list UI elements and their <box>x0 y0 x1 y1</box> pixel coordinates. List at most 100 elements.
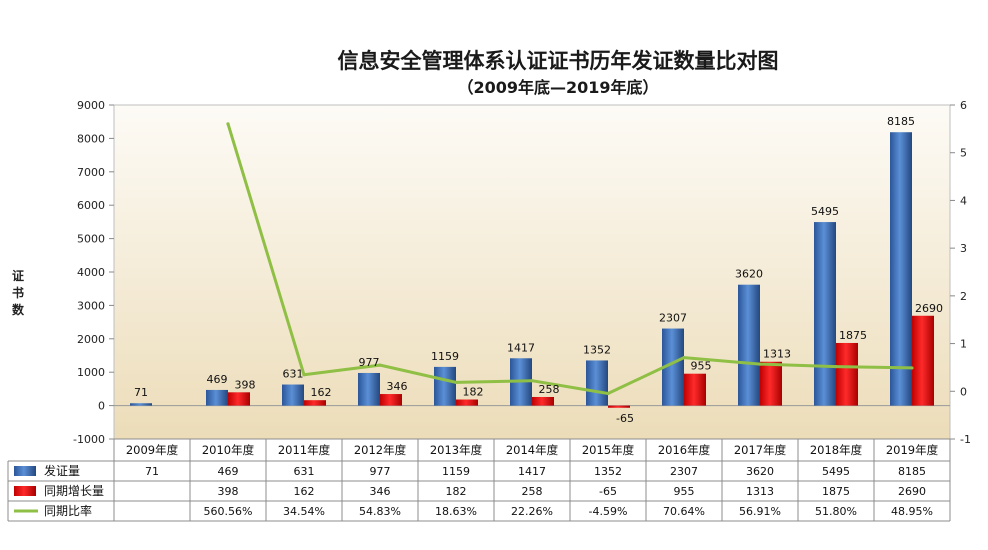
point-ratio-3 <box>378 363 382 367</box>
y-tick-label: -1000 <box>73 433 105 446</box>
data-label-issued-0: 71 <box>134 386 148 399</box>
bar-issued-6 <box>586 360 608 406</box>
y-axis-label: 证书数 <box>12 269 25 317</box>
data-label-issued-10: 8185 <box>887 115 915 128</box>
y2-tick-label: 6 <box>960 99 967 112</box>
legend-label-2: 同期比率 <box>44 503 92 518</box>
bar-issued-10 <box>890 132 912 406</box>
y-axis-label-char: 证 <box>12 269 24 283</box>
bar-issued-0 <box>130 403 152 406</box>
table-cell-2-5: 22.26% <box>511 505 553 518</box>
y2-tick-label: 4 <box>960 194 967 207</box>
y-tick-label: 8000 <box>77 132 105 145</box>
legend-key-1 <box>14 486 36 496</box>
bar-growth-4 <box>456 399 478 406</box>
data-label-issued-1: 469 <box>207 373 228 386</box>
table-cell-0-9: 5495 <box>822 465 850 478</box>
table-cell-0-2: 631 <box>294 465 315 478</box>
table-cell-2-10: 48.95% <box>891 505 933 518</box>
bar-growth-5 <box>532 396 554 406</box>
table-cell-1-7: 955 <box>674 485 695 498</box>
point-ratio-1 <box>226 122 230 126</box>
y-axis: 9000 8000 7000 6000 5000 4000 3000 2000 1000 0 -10… <box>73 99 950 446</box>
point-ratio-5 <box>530 379 534 383</box>
x-tick-label: 2013年度 <box>430 443 483 457</box>
x-tick-label: 2015年度 <box>582 443 635 457</box>
y-tick-label: 6000 <box>77 199 105 212</box>
table-cell-0-8: 3620 <box>746 465 774 478</box>
table-cell-0-10: 8185 <box>898 465 926 478</box>
bar-growth-3 <box>380 394 402 406</box>
bar-issued-8 <box>738 284 760 406</box>
bar-issued-7 <box>662 328 684 406</box>
point-ratio-6 <box>606 391 610 396</box>
y-tick-label: 9000 <box>77 99 105 112</box>
legend-key-0 <box>14 466 36 476</box>
bar-growth-1 <box>228 392 250 406</box>
data-label-growth-8: 1313 <box>763 348 791 361</box>
x-tick-label: 2014年度 <box>506 443 559 457</box>
y-tick-label: 0 <box>98 400 105 413</box>
x-tick-label: 2017年度 <box>734 443 787 457</box>
table-cell-0-1: 469 <box>218 465 239 478</box>
data-label-growth-5: 258 <box>539 383 560 396</box>
data-label-group: 71 469 398 631 162 977 346 1159 182 1417 258 1352 -6… <box>134 115 943 425</box>
table-cell-1-6: -65 <box>599 485 617 498</box>
y2-axis: 6 5 4 3 2 1 0 -1 <box>950 99 971 446</box>
y-tick-label: 3000 <box>77 299 105 312</box>
table-cell-2-4: 18.63% <box>435 505 477 518</box>
x-tick-label: 2009年度 <box>126 443 179 457</box>
table-cell-2-7: 70.64% <box>663 505 705 518</box>
legend-label-0: 发证量 <box>44 463 80 478</box>
data-label-issued-2: 631 <box>283 368 304 381</box>
y-tick-label: 7000 <box>77 166 105 179</box>
chart-title: 信息安全管理体系认证证书历年发证数量比对图 <box>338 49 779 73</box>
data-label-issued-8: 3620 <box>735 268 763 281</box>
data-label-growth-6: -65 <box>616 412 634 425</box>
table-cell-1-5: 258 <box>522 485 543 498</box>
y-tick-label: 2000 <box>77 333 105 346</box>
line-ratio <box>226 123 913 395</box>
data-label-issued-4: 1159 <box>431 350 459 363</box>
data-label-growth-4: 182 <box>463 386 484 399</box>
chart-subtitle: （2009年底—2019年底） <box>457 78 658 97</box>
y-tick-label: 4000 <box>77 266 105 279</box>
bar-issued-9 <box>814 222 836 406</box>
y2-tick-label: 0 <box>960 385 967 398</box>
y-tick-label: 1000 <box>77 366 105 379</box>
table-cell-2-9: 51.80% <box>815 505 857 518</box>
point-ratio-10 <box>910 366 914 370</box>
data-label-issued-3: 977 <box>359 356 380 369</box>
bar-growth-9 <box>836 342 858 406</box>
y2-tick-label: -1 <box>960 433 971 446</box>
bar-issued-4 <box>434 366 456 406</box>
table-cell-1-3: 346 <box>370 485 391 498</box>
data-label-issued-9: 5495 <box>811 205 839 218</box>
data-label-growth-3: 346 <box>387 380 408 393</box>
data-label-growth-9: 1875 <box>839 329 867 342</box>
point-ratio-9 <box>834 364 838 369</box>
table-cell-0-6: 1352 <box>594 465 622 478</box>
line-group <box>226 122 914 396</box>
y2-tick-label: 1 <box>960 338 967 351</box>
table-cell-1-2: 162 <box>294 485 315 498</box>
y2-tick-label: 3 <box>960 242 967 255</box>
y2-tick-label: 5 <box>960 147 967 160</box>
x-tick-label: 2010年度 <box>202 443 255 457</box>
bar-issued-2 <box>282 384 304 406</box>
table-cell-2-3: 54.83% <box>359 505 401 518</box>
data-label-issued-6: 1352 <box>583 343 611 356</box>
data-label-issued-7: 2307 <box>659 312 687 325</box>
y-axis-label-char: 书 <box>12 285 24 300</box>
point-ratio-7 <box>682 355 686 360</box>
bar-group <box>130 132 934 408</box>
table-cell-1-4: 182 <box>446 485 467 498</box>
bar-growth-2 <box>304 400 326 406</box>
table-cell-2-8: 56.91% <box>739 505 781 518</box>
table-cell-0-4: 1159 <box>442 465 470 478</box>
bar-growth-6 <box>608 405 630 408</box>
table-cell-1-9: 1875 <box>822 485 850 498</box>
y-axis-label-char: 数 <box>12 302 25 317</box>
data-label-growth-10: 2690 <box>915 302 943 315</box>
